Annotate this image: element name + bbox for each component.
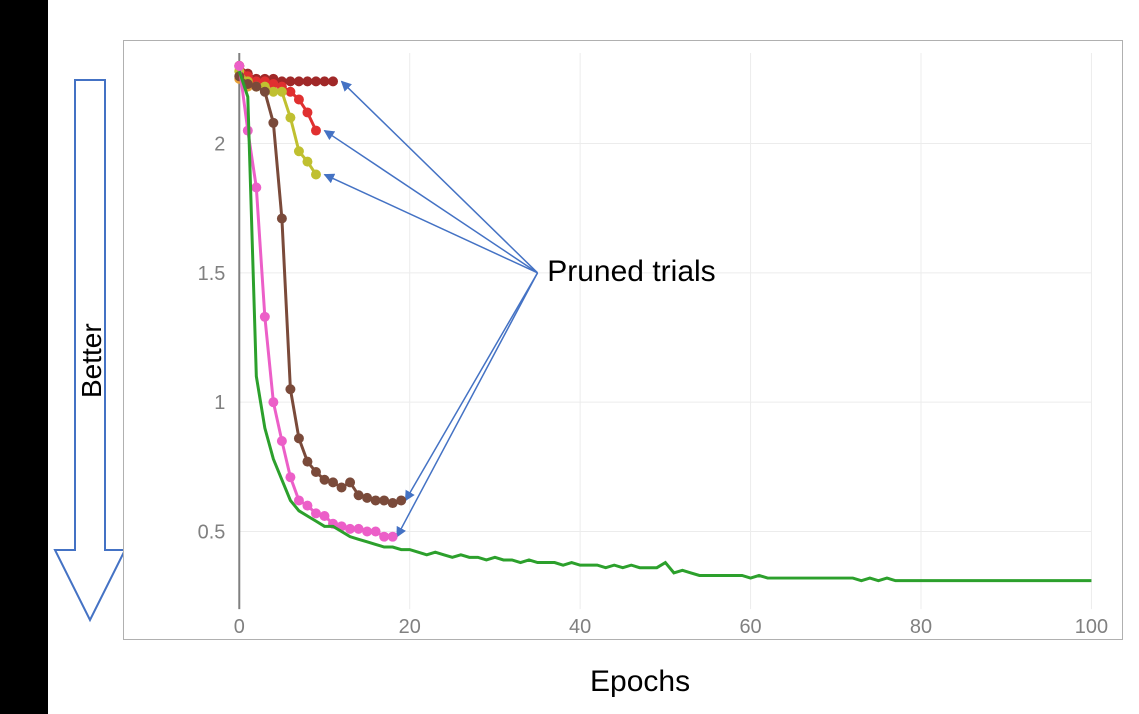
series-marker-brown-pruned (337, 483, 347, 493)
series-marker-pink-pruned (302, 501, 312, 511)
series-marker-pink-pruned (294, 495, 304, 505)
annotation-arrow (324, 175, 537, 273)
series-marker-pink-pruned (277, 436, 287, 446)
x-axis-title: Epochs (590, 665, 690, 699)
series-marker-yellowgreen-pruned (302, 157, 312, 167)
series-marker-brown-pruned (354, 490, 364, 500)
series-marker-brown-pruned (302, 457, 312, 467)
series-marker-brown-pruned (260, 87, 270, 97)
left-black-stripe (0, 0, 48, 714)
series-marker-yellowgreen-pruned (311, 170, 321, 180)
series-marker-brown-pruned (362, 493, 372, 503)
series-marker-pink-pruned (354, 524, 364, 534)
series-marker-yellowgreen-pruned (268, 87, 278, 97)
chart-svg: 0 20 40 60 80 100 0.5 1 1.5 2 (124, 41, 1122, 639)
series-marker-brown-pruned (285, 384, 295, 394)
series-marker-darkred-pruned (328, 76, 338, 86)
pruned-trials-annotation: Pruned trials (547, 255, 715, 289)
series-marker-red-pruned (311, 126, 321, 136)
series-marker-darkred-pruned (294, 76, 304, 86)
series-marker-brown-pruned (311, 467, 321, 477)
series-marker-pink-pruned (260, 312, 270, 322)
series-marker-darkred-pruned (285, 76, 295, 86)
series-marker-brown-pruned (345, 477, 355, 487)
series-marker-yellowgreen-pruned (294, 146, 304, 156)
x-tick-label: 80 (910, 616, 932, 638)
series-marker-pink-pruned (320, 511, 330, 521)
series-marker-darkred-pruned (311, 76, 321, 86)
series-marker-pink-pruned (251, 182, 261, 192)
y-tick-label: 0.5 (198, 521, 226, 543)
better-label: Better (76, 323, 108, 398)
annotation-arrow (342, 81, 538, 272)
series-marker-pink-pruned (345, 524, 355, 534)
series-marker-brown-pruned (396, 495, 406, 505)
chart-card: 0 20 40 60 80 100 0.5 1 1.5 2 (123, 40, 1123, 640)
series-marker-pink-pruned (371, 527, 381, 537)
series-marker-brown-pruned (251, 82, 261, 92)
x-tick-label: 40 (569, 616, 591, 638)
series-marker-pink-pruned (379, 532, 389, 542)
x-tick-label: 100 (1075, 616, 1108, 638)
series-marker-pink-pruned (311, 508, 321, 518)
annotation-arrow (405, 273, 537, 501)
y-tick-label: 1 (214, 392, 225, 414)
series-marker-brown-pruned (328, 477, 338, 487)
series-marker-pink-pruned (234, 61, 244, 71)
series-marker-darkred-pruned (302, 76, 312, 86)
series-marker-red-pruned (302, 107, 312, 117)
series-marker-brown-pruned (277, 214, 287, 224)
x-tick-label: 60 (739, 616, 761, 638)
annotation-arrow (397, 273, 538, 537)
y-tick-label: 1.5 (198, 263, 226, 285)
stage: Better Cross-entropy loss 0204060801000.… (0, 0, 1139, 714)
y-tick-label: 2 (214, 133, 225, 155)
series-marker-brown-pruned (320, 475, 330, 485)
series-marker-yellowgreen-pruned (277, 87, 287, 97)
series-marker-brown-pruned (379, 495, 389, 505)
series-marker-red-pruned (285, 87, 295, 97)
x-tick-label: 20 (399, 616, 421, 638)
series-marker-brown-pruned (268, 118, 278, 128)
series-marker-pink-pruned (388, 532, 398, 542)
series-marker-brown-pruned (294, 433, 304, 443)
series-marker-red-pruned (294, 95, 304, 105)
series-marker-brown-pruned (388, 498, 398, 508)
series-marker-darkred-pruned (320, 76, 330, 86)
series-marker-yellowgreen-pruned (285, 113, 295, 123)
annotation-arrow (324, 131, 537, 273)
series-line-green-full-run (239, 71, 1091, 581)
series-marker-brown-pruned (371, 495, 381, 505)
series-marker-pink-pruned (285, 472, 295, 482)
series-marker-pink-pruned (362, 527, 372, 537)
series-marker-pink-pruned (268, 397, 278, 407)
series-line-pink-pruned (239, 66, 392, 537)
x-tick-label: 0 (234, 616, 245, 638)
